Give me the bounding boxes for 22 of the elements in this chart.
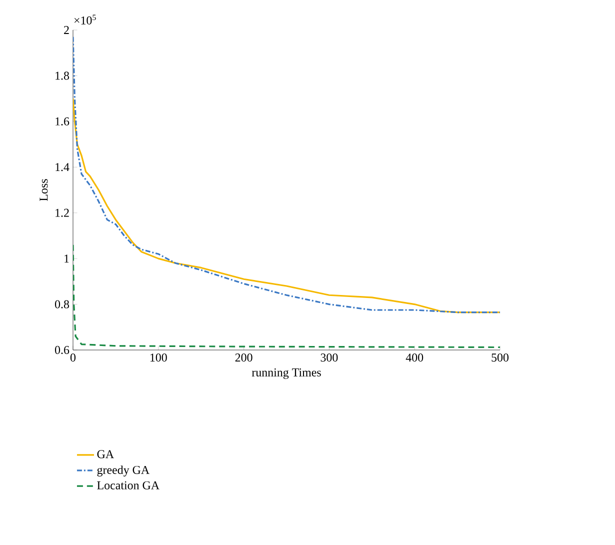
legend-label: Location GA	[97, 481, 160, 490]
y-tick-label: 0.6	[54, 346, 70, 354]
text: ×10$^{5}$	[74, 14, 96, 24]
x-tick-label: 0	[70, 354, 76, 362]
line-series	[73, 98, 500, 314]
line-series	[73, 36, 500, 314]
y-tick-label: 2	[64, 26, 69, 34]
y-tick-label: 1.2	[56, 208, 69, 217]
y-tick-label: 0.8	[54, 300, 70, 308]
y-tick-label: 1.6	[56, 117, 70, 126]
legend-label: greedy GA	[97, 466, 150, 476]
x-tick-label: 400	[406, 354, 424, 362]
x-axis-title: running Times	[252, 368, 321, 379]
x-tick-label: 300	[320, 354, 338, 362]
y-tick-label: 1.8	[56, 72, 70, 80]
y-tick-label: 1.4	[56, 163, 70, 172]
x-tick-label: 100	[150, 354, 167, 362]
y-tick-label: 1	[64, 254, 69, 263]
legend-label: GA	[97, 450, 114, 458]
y-axis-title: Loss	[40, 179, 48, 201]
x-tick-label: 200	[235, 354, 252, 362]
x-tick-label: 500	[492, 354, 509, 362]
